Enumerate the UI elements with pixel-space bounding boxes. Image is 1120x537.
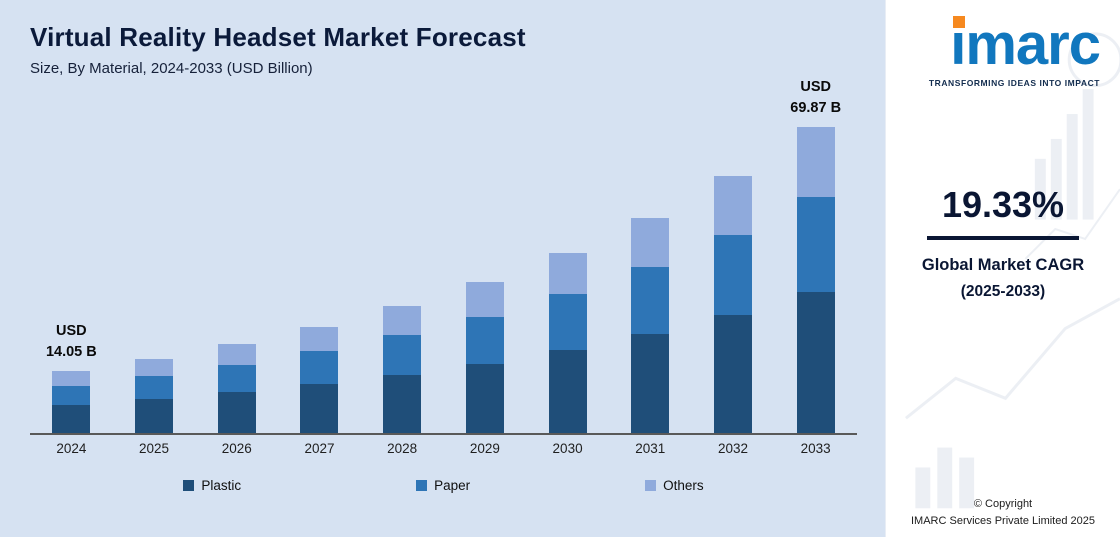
x-axis-label-2031: 2031	[635, 441, 666, 456]
logo-tagline: TRANSFORMING IDEAS INTO IMPACT	[928, 78, 1100, 88]
bar-stack	[383, 306, 422, 433]
bar-segment-paper	[796, 197, 835, 293]
bar-segment-paper	[300, 351, 339, 385]
bar-segment-others	[548, 252, 587, 295]
chart-panel: Virtual Reality Headset Market Forecast …	[0, 0, 885, 537]
bar-stack	[52, 371, 91, 433]
bar-stack	[300, 326, 339, 433]
imarc-logo: imarc TRANSFORMING IDEAS INTO IMPACT	[886, 16, 1108, 89]
annotation-first-bar: USD 14.05 B	[45, 323, 97, 361]
chart-subtitle: Size, By Material, 2024-2033 (USD Billio…	[30, 60, 313, 77]
bar-segment-others	[465, 282, 504, 318]
bar-group-2028	[361, 115, 444, 433]
bar-group-2030	[526, 115, 609, 433]
cagr-label: Global Market CAGR	[921, 256, 1085, 274]
x-axis-label-2033: 2033	[800, 441, 831, 456]
bar-stack	[631, 217, 670, 433]
copyright: © Copyright IMARC Services Private Limit…	[886, 496, 1120, 529]
x-axis-label-2030: 2030	[552, 441, 583, 456]
bar-segment-paper	[135, 375, 174, 399]
bar-group-2032	[692, 115, 775, 433]
copyright-line2: IMARC Services Private Limited 2025	[910, 514, 1095, 527]
legend-swatch-paper-icon	[416, 480, 428, 491]
cagr-value: 19.33%	[941, 184, 1065, 225]
bar-stack	[796, 126, 835, 433]
cagr-underline	[927, 236, 1079, 240]
x-axis-label-2026: 2026	[221, 441, 252, 456]
bar-segment-others	[217, 344, 256, 365]
brand-panel: imarc TRANSFORMING IDEAS INTO IMPACT 19.…	[885, 0, 1120, 537]
x-axis-labels: 2024 2025 2026 2027 2028 2029 2030 2031 2032 2033	[30, 441, 857, 456]
legend-item-others: Others	[645, 478, 704, 493]
bar-segment-paper	[465, 317, 504, 364]
bar-segment-plastic	[631, 334, 670, 433]
bar-segment-plastic	[465, 363, 504, 433]
bar-segment-paper	[713, 235, 752, 315]
plot-area: USD 14.05 B USD 69.87 B	[30, 79, 857, 435]
bar-group-2026	[195, 115, 278, 433]
bar-segment-plastic	[300, 384, 339, 433]
x-axis-label-2032: 2032	[717, 441, 748, 456]
bar-stack	[135, 358, 174, 433]
bar-segment-paper	[217, 364, 256, 393]
bar-stack	[713, 176, 752, 433]
logo-text: imarc	[950, 12, 1101, 77]
bar-segment-plastic	[52, 404, 91, 433]
bar-segment-plastic	[217, 392, 256, 433]
x-axis-label-2027: 2027	[304, 441, 335, 456]
bar-segment-paper	[383, 335, 422, 375]
x-axis-label-2025: 2025	[139, 441, 170, 456]
cagr-period: (2025-2033)	[960, 283, 1046, 300]
legend-label-others: Others	[663, 478, 704, 493]
x-axis-label-2028: 2028	[387, 441, 418, 456]
bar-segment-paper	[548, 294, 587, 351]
bar-segment-others	[383, 306, 422, 336]
x-axis-label-2029: 2029	[469, 441, 500, 456]
bar-group-2025	[113, 115, 196, 433]
bar-stack	[548, 252, 587, 433]
cagr-block: 19.33% Global Market CAGR (2025-2033)	[886, 184, 1120, 301]
bar-group-2029	[444, 115, 527, 433]
legend-swatch-others-icon	[645, 480, 657, 491]
legend-label-paper: Paper	[434, 478, 471, 493]
legend-item-plastic: Plastic	[183, 478, 241, 493]
bar-segment-paper	[631, 267, 670, 334]
bar-segment-others	[135, 358, 174, 376]
bar-segment-plastic	[713, 314, 752, 433]
bar-group-2027	[278, 115, 361, 433]
copyright-line1: © Copyright	[973, 498, 1033, 510]
legend-item-paper: Paper	[416, 478, 470, 493]
bar-segment-others	[52, 371, 91, 386]
bar-segment-plastic	[548, 350, 587, 433]
x-axis-label-2024: 2024	[56, 441, 87, 456]
bar-segment-plastic	[135, 398, 174, 433]
annotation-last-bar: USD 69.87 B	[790, 78, 842, 116]
bar-segment-others	[713, 176, 752, 236]
bar-segment-paper	[52, 385, 91, 405]
bar-segment-others	[796, 126, 835, 198]
logo-wordmark: imarc	[950, 16, 1101, 74]
bar-group-2024: USD 14.05 B	[30, 115, 113, 433]
bar-group-2033: USD 69.87 B	[774, 79, 857, 433]
legend-swatch-plastic-icon	[183, 480, 195, 491]
bar-stack	[217, 344, 256, 433]
chart-legend: Plastic Paper Others	[30, 478, 857, 493]
chart-title: Virtual Reality Headset Market Forecast	[30, 22, 526, 52]
bar-segment-plastic	[383, 374, 422, 433]
bar-stack	[465, 282, 504, 433]
bar-segment-plastic	[796, 292, 835, 433]
bar-group-2031	[609, 115, 692, 433]
legend-label-plastic: Plastic	[201, 478, 242, 493]
bar-segment-others	[300, 326, 339, 352]
bar-segment-others	[631, 217, 670, 268]
logo-dot-icon	[953, 16, 966, 28]
